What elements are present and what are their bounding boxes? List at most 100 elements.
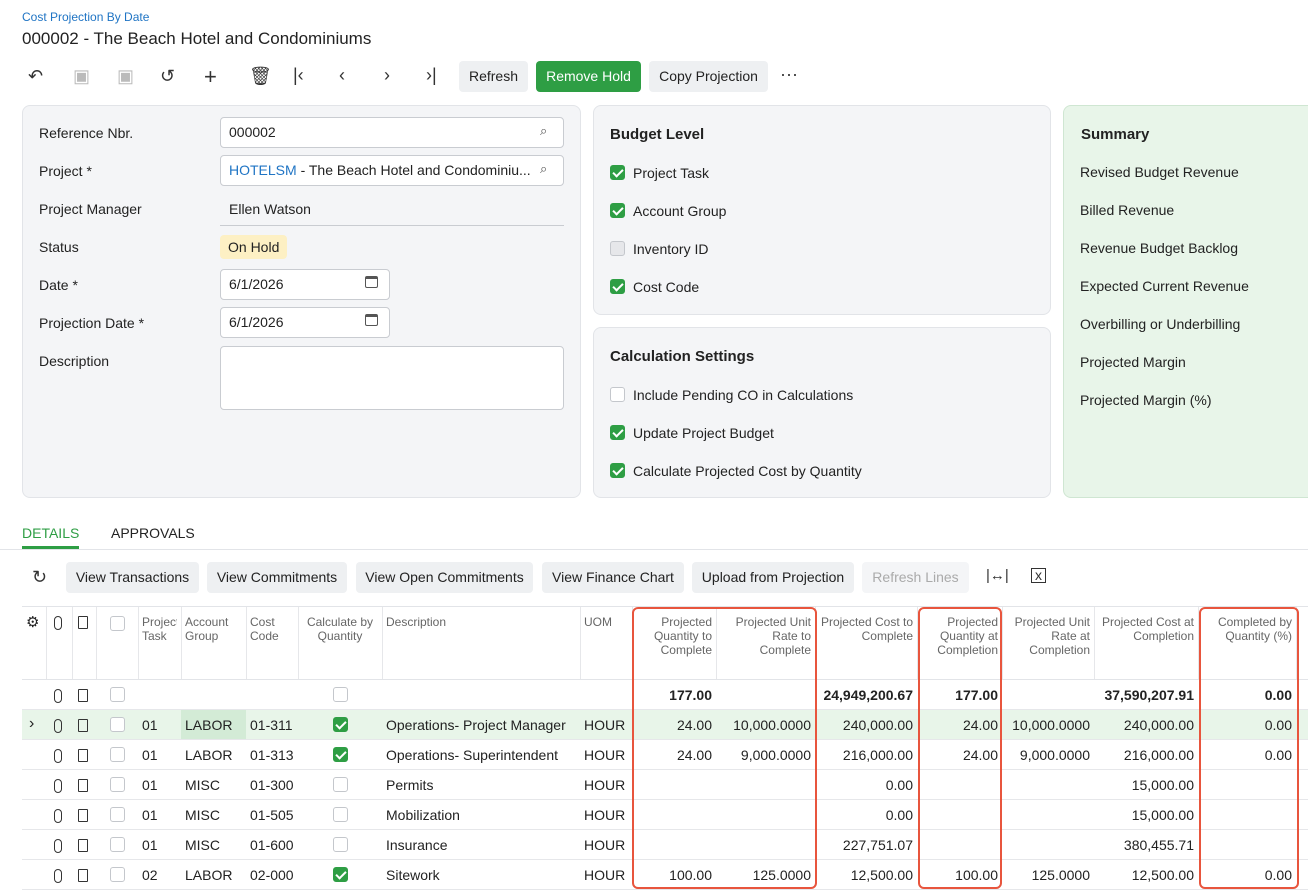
checkbox[interactable] <box>110 837 125 852</box>
number-cell: 12,500.00 <box>815 860 917 890</box>
toolbar-button[interactable]: Remove Hold <box>536 61 641 92</box>
note-icon[interactable] <box>78 749 88 762</box>
text-cell: HOUR <box>580 710 632 740</box>
breadcrumb[interactable]: Cost Projection By Date <box>22 10 149 24</box>
checkbox[interactable] <box>333 807 348 822</box>
attach-icon[interactable] <box>54 616 62 630</box>
note-icon[interactable] <box>78 719 88 732</box>
calendar-icon[interactable] <box>365 314 378 326</box>
checkbox[interactable] <box>610 203 625 218</box>
checkbox[interactable] <box>110 687 125 702</box>
input-value: 000002 <box>229 124 276 140</box>
text-input[interactable]: 000002 <box>220 117 564 148</box>
text-input[interactable]: HOTELSM - The Beach Hotel and Condominiu… <box>220 155 564 186</box>
checkbox[interactable] <box>610 279 625 294</box>
attach-icon[interactable] <box>54 779 62 793</box>
column-header[interactable]: Projected Unit Rate at Completion <box>1006 615 1090 657</box>
checkbox[interactable] <box>610 165 625 180</box>
column-header[interactable]: UOM <box>584 615 628 629</box>
field-label: Project * <box>39 163 92 179</box>
search-icon[interactable]: ⌕ <box>540 161 547 177</box>
column-header[interactable]: Calculate by Quantity <box>302 615 378 643</box>
checkbox[interactable] <box>110 777 125 792</box>
column-divider <box>96 607 97 679</box>
attach-icon[interactable] <box>54 809 62 823</box>
next-icon[interactable]: › <box>384 65 390 86</box>
checkbox[interactable] <box>610 425 625 440</box>
checkbox[interactable] <box>610 387 625 402</box>
first-icon[interactable]: |‹ <box>293 65 304 86</box>
note-icon[interactable] <box>78 689 88 702</box>
checkbox[interactable] <box>333 747 348 762</box>
prev-icon[interactable]: ‹ <box>339 65 345 86</box>
checkbox[interactable] <box>110 717 125 732</box>
checkbox[interactable] <box>333 687 348 702</box>
column-header[interactable]: Cost Code <box>250 615 294 643</box>
grid-button[interactable]: View Finance Chart <box>542 562 684 593</box>
note-icon[interactable] <box>78 839 88 852</box>
number-cell: 15,000.00 <box>1094 800 1198 830</box>
add-icon[interactable]: + <box>204 64 217 90</box>
column-divider <box>72 607 73 679</box>
column-header[interactable]: Project Task <box>142 615 177 643</box>
checkbox[interactable] <box>333 777 348 792</box>
grid-button[interactable]: View Open Commitments <box>356 562 533 593</box>
tab[interactable]: APPROVALS <box>111 525 195 541</box>
column-header[interactable]: Description <box>386 615 576 629</box>
last-icon[interactable]: ›| <box>426 65 437 86</box>
settings-icon[interactable]: ⚙ <box>26 613 39 631</box>
checkbox[interactable] <box>110 616 125 631</box>
text-cell: 01-600 <box>246 830 298 860</box>
field-label: Status <box>39 239 79 255</box>
excel-icon[interactable]: x <box>1031 568 1046 583</box>
checkbox[interactable] <box>110 867 125 882</box>
text-cell: HOUR <box>580 770 632 800</box>
grid-refresh-icon[interactable]: ↻ <box>32 567 47 588</box>
column-header[interactable]: Projected Cost to Complete <box>819 615 913 643</box>
more-icon[interactable]: ··· <box>780 64 798 85</box>
field-label: Reference Nbr. <box>39 125 133 141</box>
text-cell: Sitework <box>382 860 580 890</box>
text-cell: Insurance <box>382 830 580 860</box>
summary-label: Revised Budget Revenue <box>1080 164 1239 180</box>
checkbox[interactable] <box>110 807 125 822</box>
calendar-icon[interactable] <box>365 276 378 288</box>
checkbox-label: Inventory ID <box>633 241 708 257</box>
column-header[interactable]: Account Group <box>185 615 242 643</box>
expand-arrow[interactable]: › <box>29 715 34 733</box>
attach-icon[interactable] <box>54 869 62 883</box>
text-cell: MISC <box>181 770 246 800</box>
fit-columns-icon[interactable]: |↔| <box>986 567 1009 584</box>
checkbox[interactable] <box>110 747 125 762</box>
note-icon[interactable] <box>78 809 88 822</box>
toolbar-button[interactable]: Refresh <box>459 61 528 92</box>
tab[interactable]: DETAILS <box>22 525 79 541</box>
note-icon[interactable] <box>78 616 88 629</box>
note-icon[interactable] <box>78 869 88 882</box>
grid-button[interactable]: Upload from Projection <box>692 562 854 593</box>
attach-icon[interactable] <box>54 719 62 733</box>
delete-icon[interactable]: 🗑 <box>249 66 272 87</box>
checkbox <box>610 241 625 256</box>
grid-button[interactable]: View Commitments <box>207 562 347 593</box>
summary-label: Overbilling or Underbilling <box>1080 316 1240 332</box>
back-icon[interactable]: ↶ <box>28 66 43 87</box>
note-icon[interactable] <box>78 779 88 792</box>
column-header[interactable]: Projected Cost at Completion <box>1098 615 1194 643</box>
undo-icon[interactable]: ↺ <box>160 66 175 87</box>
attach-icon[interactable] <box>54 749 62 763</box>
column-divider <box>246 607 247 679</box>
checkbox[interactable] <box>333 867 348 882</box>
search-icon[interactable]: ⌕ <box>540 123 547 139</box>
attach-icon[interactable] <box>54 839 62 853</box>
project-link[interactable]: HOTELSM <box>229 162 297 178</box>
toolbar-button[interactable]: Copy Projection <box>649 61 768 92</box>
checkbox[interactable] <box>610 463 625 478</box>
grid-button[interactable]: View Transactions <box>66 562 199 593</box>
text-cell: LABOR <box>181 710 246 740</box>
checkbox[interactable] <box>333 837 348 852</box>
underline <box>220 225 564 226</box>
attach-icon[interactable] <box>54 689 62 703</box>
checkbox[interactable] <box>333 717 348 732</box>
textarea[interactable] <box>220 346 564 410</box>
